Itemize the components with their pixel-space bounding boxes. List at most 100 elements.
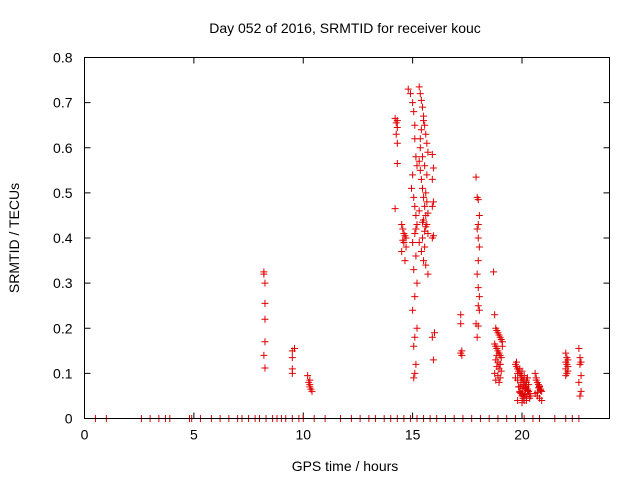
y-tick-label: 0.6 bbox=[53, 140, 73, 156]
data-point bbox=[418, 103, 426, 111]
x-tick-label: 0 bbox=[81, 427, 89, 443]
data-point bbox=[537, 387, 545, 395]
data-point bbox=[475, 211, 483, 219]
data-point bbox=[422, 130, 430, 138]
data-point bbox=[472, 173, 480, 181]
data-point bbox=[413, 220, 421, 228]
data-point bbox=[421, 227, 429, 235]
data-point bbox=[513, 358, 521, 366]
data-point bbox=[418, 218, 426, 226]
x-tick-label: 10 bbox=[295, 427, 311, 443]
y-tick-label: 0.5 bbox=[53, 185, 73, 201]
data-point bbox=[496, 360, 504, 368]
y-tick-label: 0.7 bbox=[53, 95, 73, 111]
y-tick-label: 0.8 bbox=[53, 50, 73, 66]
data-point bbox=[421, 202, 429, 210]
data-point bbox=[421, 162, 429, 170]
data-point bbox=[416, 166, 424, 174]
data-point bbox=[423, 139, 431, 147]
data-point bbox=[562, 349, 570, 357]
x-tick-label: 15 bbox=[405, 427, 421, 443]
data-point bbox=[412, 252, 420, 260]
data-point bbox=[429, 164, 437, 172]
data-point bbox=[420, 193, 428, 201]
data-point bbox=[422, 189, 430, 197]
data-point bbox=[398, 220, 406, 228]
data-point bbox=[393, 139, 401, 147]
data-point bbox=[261, 338, 269, 346]
data-point bbox=[418, 153, 426, 161]
data-point bbox=[410, 374, 418, 382]
data-point bbox=[518, 367, 526, 375]
data-point bbox=[536, 382, 543, 390]
data-point bbox=[424, 148, 432, 156]
data-point bbox=[411, 121, 419, 129]
data-point bbox=[498, 342, 506, 350]
data-point bbox=[417, 126, 425, 134]
data-point bbox=[428, 175, 436, 183]
data-point bbox=[411, 369, 419, 377]
data-point bbox=[423, 171, 431, 179]
data-point bbox=[538, 387, 546, 395]
data-points bbox=[91, 83, 585, 422]
axis-ticks: 0 0.1 0.2 0.3 0.4 0.5 0.6 0.7 0.8 0 5 10 15 20 bbox=[53, 50, 610, 443]
data-point bbox=[421, 121, 429, 129]
data-point bbox=[576, 360, 584, 368]
data-point bbox=[415, 239, 423, 247]
data-point bbox=[304, 372, 312, 380]
data-point bbox=[521, 390, 529, 398]
data-point bbox=[411, 293, 419, 301]
data-point bbox=[428, 234, 436, 242]
data-point bbox=[261, 299, 269, 307]
data-point bbox=[429, 356, 437, 364]
data-point bbox=[514, 369, 522, 377]
data-point bbox=[261, 279, 269, 287]
data-point bbox=[493, 351, 501, 359]
data-point bbox=[576, 392, 584, 400]
data-point bbox=[457, 311, 465, 319]
data-point bbox=[392, 130, 400, 138]
data-point bbox=[413, 279, 421, 287]
data-point bbox=[391, 205, 399, 213]
data-point bbox=[420, 117, 428, 125]
data-point bbox=[410, 108, 418, 116]
data-point bbox=[260, 351, 268, 359]
data-point bbox=[401, 257, 409, 265]
data-point bbox=[261, 315, 269, 323]
data-point bbox=[523, 387, 531, 395]
data-point bbox=[458, 351, 466, 359]
data-point bbox=[409, 239, 417, 247]
data-point bbox=[412, 360, 420, 368]
data-point bbox=[514, 396, 522, 404]
data-point bbox=[522, 396, 530, 404]
plot-frame bbox=[84, 57, 610, 419]
data-point bbox=[474, 322, 482, 330]
data-point bbox=[423, 198, 431, 206]
data-point bbox=[490, 268, 498, 276]
y-tick-label: 0.1 bbox=[53, 365, 73, 381]
y-tick-label: 0.4 bbox=[53, 230, 73, 246]
data-point bbox=[415, 207, 423, 215]
data-point bbox=[475, 293, 483, 301]
data-point bbox=[398, 248, 406, 256]
data-point bbox=[418, 234, 426, 242]
data-point bbox=[410, 266, 418, 274]
data-point bbox=[411, 202, 419, 210]
data-point bbox=[577, 387, 585, 395]
data-point bbox=[496, 374, 504, 382]
data-point bbox=[533, 388, 541, 396]
data-point bbox=[416, 144, 424, 152]
data-point bbox=[411, 333, 419, 341]
y-tick-label: 0.3 bbox=[53, 275, 73, 291]
data-point bbox=[497, 367, 505, 375]
data-point bbox=[260, 270, 268, 278]
data-point bbox=[393, 123, 401, 131]
data-point bbox=[473, 270, 481, 278]
data-point bbox=[511, 374, 519, 382]
data-point bbox=[457, 320, 465, 328]
data-point bbox=[428, 333, 436, 341]
data-point bbox=[409, 306, 417, 314]
data-point bbox=[473, 225, 481, 233]
data-point bbox=[520, 372, 528, 380]
data-point bbox=[522, 376, 530, 384]
